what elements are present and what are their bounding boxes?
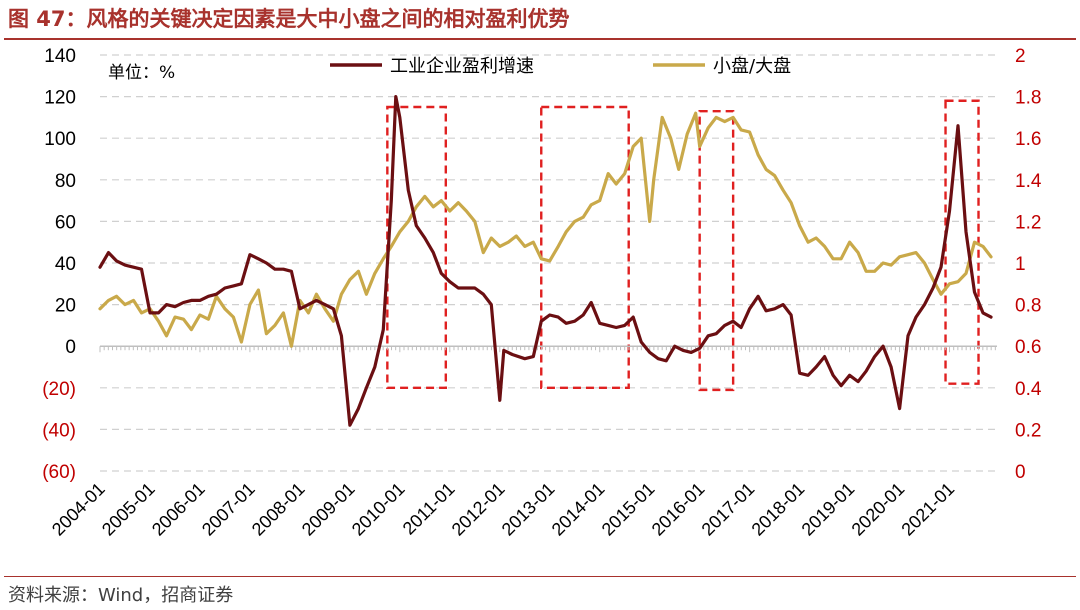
x-tick-label: 2013-01 xyxy=(498,479,559,540)
legend-industrial-profit-label: 工业企业盈利增速 xyxy=(390,56,534,77)
legend: 单位：% 工业企业盈利增速 小盘/大盘 xyxy=(108,56,791,83)
title-rule xyxy=(4,38,1076,40)
y-right-tick-label: 0.8 xyxy=(1015,296,1041,317)
grid-lines xyxy=(100,54,997,472)
y-left-tick-label: 40 xyxy=(55,254,76,275)
highlight-box xyxy=(944,99,980,385)
x-tick-label: 2008-01 xyxy=(248,479,309,540)
y-right-tick-label: 1.8 xyxy=(1015,88,1041,109)
y-right-tick-label: 0 xyxy=(1015,462,1026,483)
y-left-tick-label: (20) xyxy=(42,379,76,400)
y-right-tick-label: 1.2 xyxy=(1015,212,1041,233)
source-rule xyxy=(4,576,1076,577)
y-right-tick-label: 0.6 xyxy=(1015,337,1041,358)
x-tick-label: 2014-01 xyxy=(548,479,609,540)
series-lines xyxy=(98,95,993,427)
y-left-tick-label: (40) xyxy=(42,420,76,441)
x-tick-label: 2007-01 xyxy=(198,479,259,540)
y-left-tick-label: 120 xyxy=(44,88,76,109)
y-right-tick-label: 1.4 xyxy=(1015,171,1042,192)
small-large-ratio-line xyxy=(98,111,993,348)
x-tick-label: 2019-01 xyxy=(798,479,859,540)
x-tick-label: 2005-01 xyxy=(98,479,159,540)
y-left-tick-label: 0 xyxy=(65,337,76,358)
y-right-tick-label: 2 xyxy=(1015,46,1026,67)
industrial-profit-line xyxy=(98,95,993,427)
x-tick-label: 2011-01 xyxy=(399,479,459,539)
highlight-box xyxy=(698,109,735,392)
x-tick-label: 2010-01 xyxy=(348,479,409,540)
y-left-tick-label: 140 xyxy=(44,46,76,67)
y-left-tick-label: 60 xyxy=(55,212,76,233)
x-tick-label: 2009-01 xyxy=(298,479,359,540)
y-right-tick-label: 1.6 xyxy=(1015,129,1041,150)
x-tick-label: 2020-01 xyxy=(848,479,909,540)
x-tick-label: 2015-01 xyxy=(598,479,659,540)
y-right-tick-label: 1 xyxy=(1015,254,1026,275)
x-tick-label: 2017-01 xyxy=(698,479,759,540)
figure-title: 图 47：风格的关键决定因素是大中小盘之间的相对盈利优势 xyxy=(8,7,570,31)
y-left-tick-label: 100 xyxy=(44,129,76,150)
x-tick-label: 2006-01 xyxy=(148,479,209,540)
x-tick-label: 2012-01 xyxy=(448,479,509,540)
x-tick-label: 2021-01 xyxy=(897,479,958,540)
legend-small-large-ratio-label: 小盘/大盘 xyxy=(713,56,791,77)
x-tick-label: 2016-01 xyxy=(648,479,709,540)
y-right-tick-label: 0.4 xyxy=(1015,379,1042,400)
y-left-tick-label: 80 xyxy=(55,171,76,192)
x-tick-label: 2018-01 xyxy=(748,479,809,540)
y-left-tick-label: 20 xyxy=(55,296,76,317)
source-note: 资料来源：Wind，招商证券 xyxy=(8,585,234,606)
y-left-tick-label: (60) xyxy=(42,462,76,483)
unit-label: 单位：% xyxy=(108,63,175,83)
highlight-box xyxy=(540,105,630,389)
x-tick-label: 2004-01 xyxy=(48,479,109,540)
y-right-tick-label: 0.2 xyxy=(1015,420,1041,441)
